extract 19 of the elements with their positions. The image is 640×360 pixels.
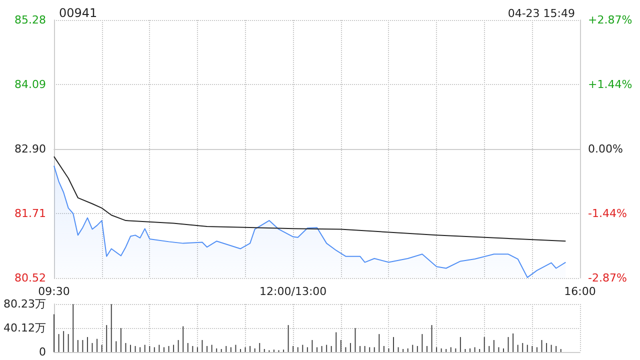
- y2-tick-label: 0.00%: [588, 142, 623, 156]
- x-tick-label: 09:30: [38, 285, 70, 298]
- x-tick-label: 16:00: [564, 285, 596, 298]
- y-tick-label: 84.09: [14, 78, 46, 91]
- line-series: [54, 156, 566, 242]
- y-tick-label: 0: [39, 346, 46, 358]
- y-tick-label: 80.23万: [4, 298, 46, 310]
- y-tick-label: 81.71: [14, 207, 46, 220]
- y-tick-label: 80.52: [14, 272, 46, 284]
- y2-tick-label: -1.44%: [588, 207, 627, 220]
- y-tick-label: 40.12万: [4, 321, 46, 334]
- chart-title: 00941: [59, 6, 98, 20]
- y-tick-label: 85.28: [14, 14, 46, 26]
- y2-tick-label: -2.87%: [588, 272, 627, 284]
- y2-tick-label: +1.44%: [588, 78, 632, 91]
- text: 04-23 15:49: [508, 7, 576, 20]
- y-tick-label: 82.90: [14, 142, 46, 156]
- x-tick-label: 12:00/13:00: [260, 285, 327, 298]
- y2-tick-label: +2.87%: [588, 14, 632, 26]
